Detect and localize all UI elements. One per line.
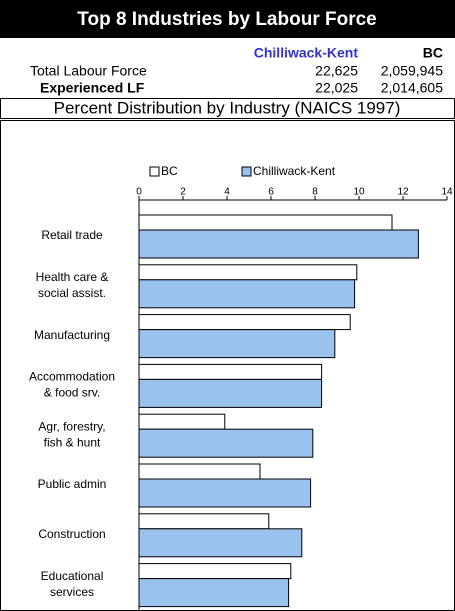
cell: 2,059,945 <box>381 63 443 79</box>
y-tick-label: social assist. <box>38 286 106 300</box>
bar <box>138 513 270 530</box>
legend-swatch <box>241 166 252 177</box>
bar <box>138 563 292 580</box>
bar <box>138 229 419 259</box>
bar <box>138 463 261 480</box>
bar <box>138 264 358 281</box>
bar <box>138 363 323 380</box>
y-tick-label: Educational <box>41 569 104 583</box>
x-tick-label: 8 <box>312 187 318 198</box>
bar <box>138 329 336 359</box>
y-tick-label: Construction <box>38 527 105 541</box>
y-tick-label: Retail trade <box>41 228 103 242</box>
x-tick-label: 2 <box>180 187 186 198</box>
column-header: Chilliwack-Kent <box>254 45 359 61</box>
y-tick-label: Health care & <box>36 270 109 284</box>
x-tick-label: 14 <box>441 187 453 198</box>
legend-label: BC <box>161 164 178 178</box>
bar <box>138 478 312 508</box>
y-tick-label: Agr, forestry, <box>38 419 105 433</box>
x-tick-label: 4 <box>224 187 230 198</box>
bar <box>138 578 290 608</box>
bar <box>138 279 356 309</box>
column-header: BC <box>423 45 443 61</box>
bar <box>138 214 393 231</box>
cell: 22,625 <box>315 63 358 79</box>
x-tick-label: 12 <box>397 187 409 198</box>
row-label: Experienced LF <box>40 80 145 96</box>
bar <box>138 528 303 558</box>
y-tick-label: Manufacturing <box>34 328 110 342</box>
y-tick-label: Accommodation <box>29 370 115 384</box>
bar <box>138 428 314 458</box>
bar <box>138 314 351 331</box>
x-tick-label: 10 <box>353 187 365 198</box>
bar <box>138 378 323 408</box>
legend-label: Chilliwack-Kent <box>253 164 336 178</box>
y-tick-label: Public admin <box>38 477 107 491</box>
y-tick-label: services <box>50 585 94 599</box>
legend-swatch <box>149 166 160 177</box>
subtitle: Percent Distribution by Industry (NAICS … <box>54 98 401 117</box>
x-tick-label: 6 <box>268 187 274 198</box>
y-tick-label: & food srv. <box>44 386 100 400</box>
cell: 2,014,605 <box>381 80 443 96</box>
title-bar <box>0 0 455 38</box>
cell: 22,025 <box>315 80 358 96</box>
title: Top 8 Industries by Labour Force <box>77 9 376 30</box>
bar <box>138 413 226 430</box>
row-label: Total Labour Force <box>30 63 147 79</box>
y-tick-label: fish & hunt <box>44 435 101 449</box>
x-tick-label: 0 <box>136 187 142 198</box>
